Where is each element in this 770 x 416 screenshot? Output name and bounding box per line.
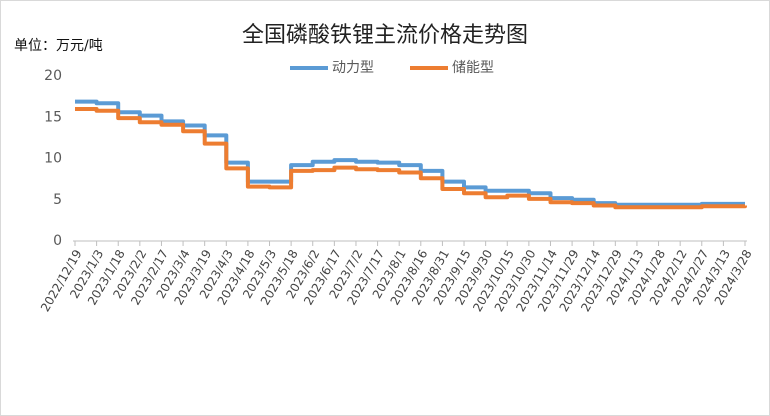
y-tick-label: 15 — [44, 109, 62, 125]
legend-label: 动力型 — [332, 60, 374, 76]
chart-title: 全国磷酸铁锂主流价格走势图 — [242, 23, 528, 48]
y-tick-label: 10 — [44, 151, 62, 167]
y-tick-label: 20 — [44, 68, 62, 84]
y-axis-label: 单位：万元/吨 — [14, 38, 103, 54]
series-line — [75, 107, 747, 210]
legend-label: 储能型 — [452, 60, 494, 76]
y-tick-label: 5 — [53, 192, 62, 208]
y-tick-label: 0 — [53, 233, 62, 249]
